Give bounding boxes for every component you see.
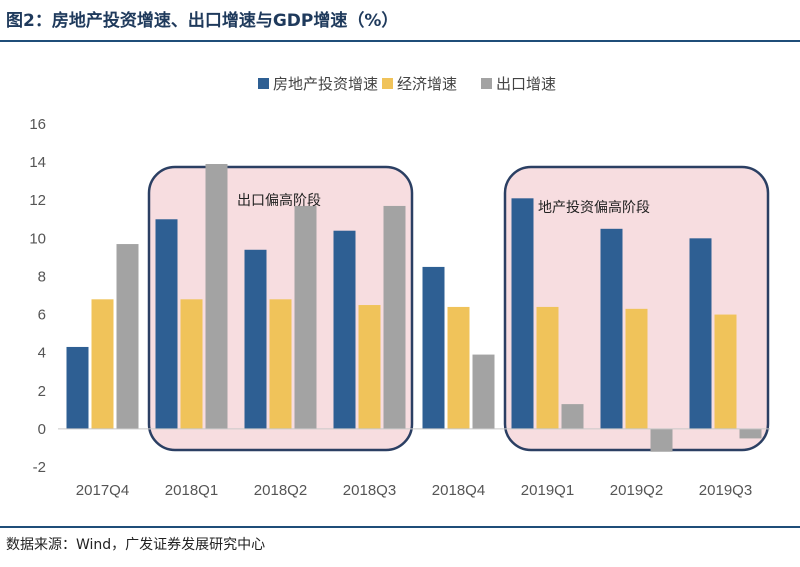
x-tick-label: 2018Q1 — [165, 482, 218, 499]
source-note: 数据来源：Wind，广发证券发展研究中心 — [6, 537, 266, 553]
x-tick-label: 2019Q3 — [699, 482, 752, 499]
x-tick-label: 2019Q2 — [610, 482, 663, 499]
bar-export-2018Q3 — [383, 205, 406, 429]
annotation-label-2: 地产投资偏高阶段 — [538, 199, 650, 216]
bar-real_estate-2019Q1 — [511, 198, 534, 429]
y-tick-label: 0 — [38, 421, 46, 438]
legend-swatch-export — [481, 78, 492, 89]
y-tick-label: 14 — [29, 154, 46, 171]
bar-real_estate-2018Q2 — [244, 249, 267, 429]
x-tick-label: 2019Q1 — [521, 482, 574, 499]
y-tick-label: 6 — [38, 307, 46, 324]
bar-export-2017Q4 — [116, 244, 139, 429]
bar-economy-2019Q3 — [714, 314, 737, 429]
bar-real_estate-2017Q4 — [66, 346, 89, 429]
title-divider — [0, 40, 800, 42]
bar-economy-2018Q4 — [447, 306, 470, 429]
annotations: 出口偏高阶段 地产投资偏高阶段 — [237, 192, 650, 216]
bar-economy-2019Q2 — [625, 308, 648, 429]
x-axis: 2017Q4 2018Q1 2018Q2 2018Q3 2018Q4 2019Q1 2019… — [58, 428, 770, 499]
y-axis: -2 0 2 4 6 8 10 12 14 16 — [29, 116, 46, 476]
legend-label-real_estate: 房地产投资增速 — [273, 75, 378, 93]
bar-real_estate-2019Q2 — [600, 228, 623, 429]
bar-export-2019Q1 — [561, 404, 584, 429]
bar-export-2018Q1 — [205, 164, 228, 429]
y-tick-label: -2 — [33, 459, 46, 476]
bar-economy-2018Q2 — [269, 299, 292, 429]
legend-swatch-economy — [382, 78, 393, 89]
y-tick-label: 16 — [29, 116, 46, 133]
bar-export-2018Q4 — [472, 354, 495, 429]
x-tick-label: 2018Q3 — [343, 482, 396, 499]
bar-economy-2018Q1 — [180, 299, 203, 429]
bar-economy-2019Q1 — [536, 306, 559, 429]
page-title: 图2：房地产投资增速、出口增速与GDP增速（%） — [6, 11, 399, 31]
bar-export-2019Q3 — [739, 428, 762, 439]
bar-real_estate-2018Q4 — [422, 266, 445, 429]
bar-real_estate-2018Q1 — [155, 219, 178, 429]
bar-real_estate-2019Q3 — [689, 238, 712, 429]
bar-chart: -2 0 2 4 6 8 10 12 14 16 2017Q4 2018Q1 2018Q2 2018Q3… — [29, 75, 770, 499]
source-divider — [0, 526, 800, 528]
bar-economy-2017Q4 — [91, 299, 114, 429]
legend-label-export: 出口增速 — [496, 75, 556, 93]
y-tick-label: 4 — [38, 345, 46, 362]
y-tick-label: 8 — [38, 268, 46, 285]
x-tick-label: 2018Q2 — [254, 482, 307, 499]
annotation-label-1: 出口偏高阶段 — [237, 192, 321, 209]
bar-real_estate-2018Q3 — [333, 230, 356, 429]
y-tick-label: 12 — [29, 192, 46, 209]
x-tick-label: 2017Q4 — [76, 482, 129, 499]
legend-swatch-real_estate — [258, 78, 269, 89]
y-tick-label: 2 — [38, 383, 46, 400]
bar-marks — [66, 164, 762, 452]
bar-export-2018Q2 — [294, 205, 317, 429]
y-tick-label: 10 — [29, 230, 46, 247]
bar-economy-2018Q3 — [358, 305, 381, 429]
x-tick-label: 2018Q4 — [432, 482, 485, 499]
legend-label-economy: 经济增速 — [397, 75, 457, 93]
bar-export-2019Q2 — [650, 428, 673, 452]
legend: 房地产投资增速 经济增速 出口增速 — [258, 75, 556, 93]
